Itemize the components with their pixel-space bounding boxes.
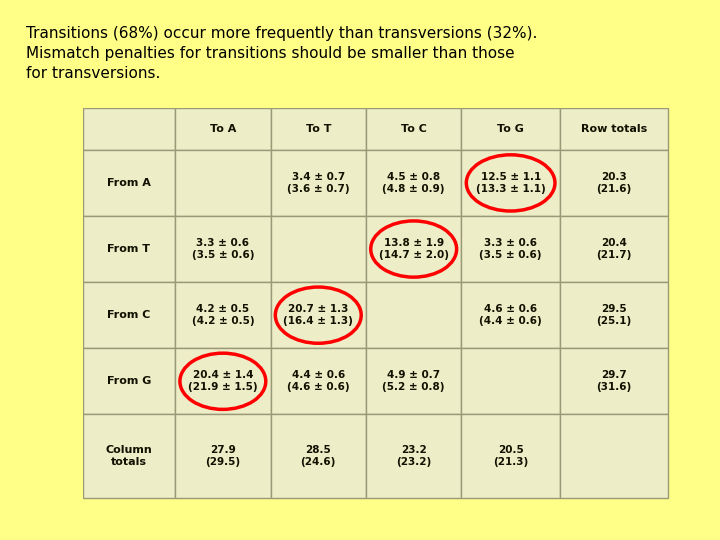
Text: Column
totals: Column totals: [106, 446, 153, 467]
FancyBboxPatch shape: [560, 282, 667, 348]
Text: 29.7
(31.6): 29.7 (31.6): [596, 370, 631, 392]
Text: 20.4
(21.7): 20.4 (21.7): [596, 238, 631, 260]
FancyBboxPatch shape: [366, 216, 462, 282]
FancyBboxPatch shape: [271, 216, 366, 282]
Text: To A: To A: [210, 124, 236, 134]
FancyBboxPatch shape: [175, 414, 271, 498]
Text: 20.7 ± 1.3
(16.4 ± 1.3): 20.7 ± 1.3 (16.4 ± 1.3): [284, 305, 354, 326]
Text: 12.5 ± 1.1
(13.3 ± 1.1): 12.5 ± 1.1 (13.3 ± 1.1): [476, 172, 546, 194]
Text: From A: From A: [107, 178, 151, 188]
Text: To G: To G: [498, 124, 524, 134]
FancyBboxPatch shape: [462, 150, 560, 216]
FancyBboxPatch shape: [462, 348, 560, 414]
FancyBboxPatch shape: [462, 414, 560, 498]
Text: To T: To T: [305, 124, 331, 134]
Text: 23.2
(23.2): 23.2 (23.2): [396, 446, 431, 467]
FancyBboxPatch shape: [366, 150, 462, 216]
Text: Transitions (68%) occur more frequently than transversions (32%).
Mismatch penal: Transitions (68%) occur more frequently …: [26, 26, 538, 81]
Text: 20.4 ± 1.4
(21.9 ± 1.5): 20.4 ± 1.4 (21.9 ± 1.5): [188, 370, 258, 392]
Text: 4.4 ± 0.6
(4.6 ± 0.6): 4.4 ± 0.6 (4.6 ± 0.6): [287, 370, 350, 392]
FancyBboxPatch shape: [271, 348, 366, 414]
FancyBboxPatch shape: [175, 282, 271, 348]
FancyBboxPatch shape: [83, 150, 175, 216]
FancyBboxPatch shape: [560, 348, 667, 414]
Text: From T: From T: [107, 244, 150, 254]
FancyBboxPatch shape: [462, 216, 560, 282]
Text: 4.9 ± 0.7
(5.2 ± 0.8): 4.9 ± 0.7 (5.2 ± 0.8): [382, 370, 445, 392]
FancyBboxPatch shape: [462, 108, 560, 150]
Text: 29.5
(25.1): 29.5 (25.1): [596, 305, 631, 326]
FancyBboxPatch shape: [560, 414, 667, 498]
Text: 3.3 ± 0.6
(3.5 ± 0.6): 3.3 ± 0.6 (3.5 ± 0.6): [480, 238, 542, 260]
FancyBboxPatch shape: [366, 348, 462, 414]
FancyBboxPatch shape: [271, 108, 366, 150]
FancyBboxPatch shape: [175, 108, 271, 150]
Text: 13.8 ± 1.9
(14.7 ± 2.0): 13.8 ± 1.9 (14.7 ± 2.0): [379, 238, 449, 260]
FancyBboxPatch shape: [83, 414, 175, 498]
Text: 4.5 ± 0.8
(4.8 ± 0.9): 4.5 ± 0.8 (4.8 ± 0.9): [382, 172, 445, 194]
Text: Row totals: Row totals: [580, 124, 647, 134]
Text: 4.6 ± 0.6
(4.4 ± 0.6): 4.6 ± 0.6 (4.4 ± 0.6): [480, 305, 542, 326]
Text: 20.3
(21.6): 20.3 (21.6): [596, 172, 631, 194]
FancyBboxPatch shape: [175, 150, 271, 216]
FancyBboxPatch shape: [83, 216, 175, 282]
FancyBboxPatch shape: [175, 216, 271, 282]
FancyBboxPatch shape: [175, 348, 271, 414]
Text: To C: To C: [401, 124, 427, 134]
Text: 4.2 ± 0.5
(4.2 ± 0.5): 4.2 ± 0.5 (4.2 ± 0.5): [192, 305, 254, 326]
FancyBboxPatch shape: [83, 348, 175, 414]
FancyBboxPatch shape: [271, 282, 366, 348]
FancyBboxPatch shape: [366, 282, 462, 348]
FancyBboxPatch shape: [462, 282, 560, 348]
FancyBboxPatch shape: [560, 108, 667, 150]
FancyBboxPatch shape: [560, 150, 667, 216]
Text: 3.3 ± 0.6
(3.5 ± 0.6): 3.3 ± 0.6 (3.5 ± 0.6): [192, 238, 254, 260]
Text: From G: From G: [107, 376, 151, 386]
Text: 20.5
(21.3): 20.5 (21.3): [493, 446, 528, 467]
FancyBboxPatch shape: [366, 414, 462, 498]
FancyBboxPatch shape: [560, 216, 667, 282]
FancyBboxPatch shape: [271, 150, 366, 216]
Text: 3.4 ± 0.7
(3.6 ± 0.7): 3.4 ± 0.7 (3.6 ± 0.7): [287, 172, 350, 194]
Text: From C: From C: [107, 310, 150, 320]
FancyBboxPatch shape: [271, 414, 366, 498]
Text: 27.9
(29.5): 27.9 (29.5): [205, 446, 240, 467]
FancyBboxPatch shape: [366, 108, 462, 150]
FancyBboxPatch shape: [83, 108, 175, 150]
FancyBboxPatch shape: [83, 282, 175, 348]
Text: 28.5
(24.6): 28.5 (24.6): [300, 446, 336, 467]
